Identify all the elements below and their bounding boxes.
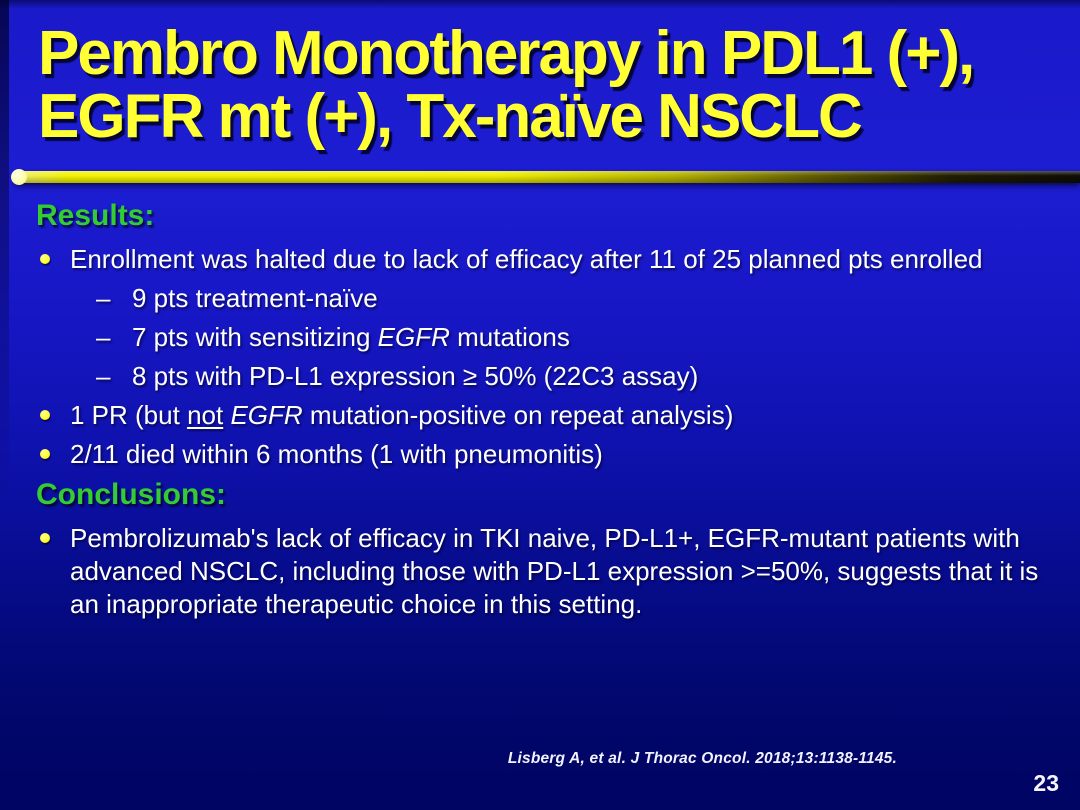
conclusions-heading: Conclusions:	[36, 478, 227, 511]
top-edge-shade	[0, 0, 1080, 9]
title-line-1: Pembro Monotherapy in PDL1 (+),	[38, 19, 975, 88]
conclusion-paragraph: Pembrolizumab's lack of efficacy in TKI …	[70, 523, 1039, 619]
bullet-text: 9 pts treatment-naïve	[132, 283, 378, 313]
title-line-2: EGFR mt (+), Tx-naïve NSCLC	[38, 82, 863, 151]
citation: Lisberg A, et al. J Thorac Oncol. 2018;1…	[507, 750, 897, 767]
bullet-text: 1 PR (but not EGFR mutation-positive on …	[70, 400, 734, 430]
dash-marker: –	[96, 322, 111, 352]
bullet-dot-icon	[40, 410, 50, 420]
bullet-item-pr: 1 PR (but not EGFR mutation-positive on …	[36, 399, 1052, 432]
bullet-text: Enrollment was halted due to lack of eff…	[70, 244, 983, 274]
left-edge-shade	[0, 0, 9, 503]
not-underlined: not	[187, 400, 224, 430]
bullet-dot-icon	[40, 254, 50, 264]
dash-marker: –	[96, 361, 111, 391]
sub-bullet-egfr-mutations: – 7 pts with sensitizing EGFR mutations	[36, 321, 1052, 354]
dash-marker: –	[96, 283, 111, 313]
page-number: 23	[1033, 770, 1059, 796]
bullet-item-deaths: 2/11 died within 6 months (1 with pneumo…	[36, 438, 1052, 471]
bullet-text: 8 pts with PD-L1 expression ≥ 50% (22C3 …	[132, 361, 699, 391]
sub-bullet-pdl1-expression: – 8 pts with PD-L1 expression ≥ 50% (22C…	[36, 360, 1052, 393]
bullet-dot-icon	[40, 449, 50, 459]
title-divider-bar	[11, 169, 1080, 185]
results-heading: Results:	[36, 199, 155, 232]
slide-body: Results: Enrollment was halted due to la…	[36, 198, 1052, 627]
egfr-italic: EGFR	[230, 400, 303, 430]
bullet-text: 7 pts with sensitizing EGFR mutations	[132, 322, 570, 352]
bullet-item-enrollment: Enrollment was halted due to lack of eff…	[36, 243, 1052, 276]
slide-title: Pembro Monotherapy in PDL1 (+), EGFR mt …	[38, 22, 1068, 148]
bullet-item-conclusion: Pembrolizumab's lack of efficacy in TKI …	[36, 522, 1052, 621]
divider-cap	[11, 169, 27, 185]
egfr-italic: EGFR	[377, 322, 450, 352]
sub-bullet-treatment-naive: – 9 pts treatment-naïve	[36, 282, 1052, 315]
bullet-dot-icon	[40, 533, 50, 543]
bullet-text: 2/11 died within 6 months (1 with pneumo…	[70, 439, 603, 469]
